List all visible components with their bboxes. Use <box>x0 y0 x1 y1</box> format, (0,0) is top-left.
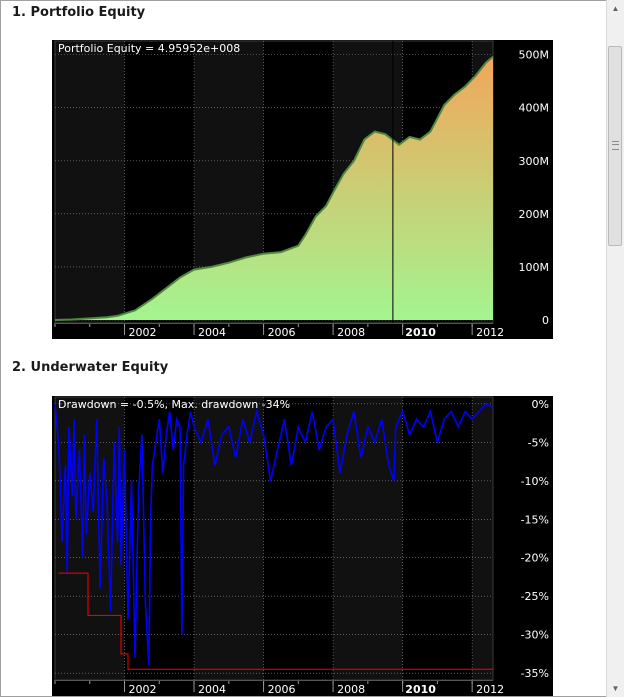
x-tick-label: 2006 <box>268 683 296 696</box>
equity-area <box>55 56 493 320</box>
y-tick-label: 100M <box>519 261 550 274</box>
drawdown-line <box>54 402 494 666</box>
y-tick-label: 0% <box>532 398 549 411</box>
max-drawdown-line <box>58 572 493 670</box>
x-tick-label: 2002 <box>129 683 157 696</box>
x-tick-label: 2012 <box>476 683 504 696</box>
plot-band <box>55 41 125 323</box>
x-tick-label: 2002 <box>129 326 157 339</box>
y-tick-label: -25% <box>521 590 549 603</box>
y-tick-label: 200M <box>519 208 550 221</box>
equity-line <box>54 55 494 321</box>
x-tick-label: 2004 <box>198 683 226 696</box>
chart-legend: Drawdown = -0.5%, Max. drawdown -34% <box>58 398 290 411</box>
y-tick-label: -10% <box>521 475 549 488</box>
x-axis-baseline <box>55 680 493 681</box>
portfolio-equity-chart: 0 100M 200M 300M 400M 500M 2002 2004 2006 2008 201… <box>52 40 553 339</box>
y-tick-label: -15% <box>521 513 549 526</box>
x-tick-label: 2010 <box>405 683 436 696</box>
x-tick-label: 2006 <box>268 326 296 339</box>
x-tick-label: 2012 <box>476 326 504 339</box>
x-tick-label: 2008 <box>337 326 365 339</box>
scrollbar-grip-icon <box>612 141 619 150</box>
x-axis-baseline <box>55 323 493 324</box>
y-tick-label: 300M <box>519 155 550 168</box>
y-tick-label: -30% <box>521 629 549 642</box>
scroll-down-arrow-icon[interactable]: ▼ <box>611 684 620 693</box>
vertical-scrollbar[interactable]: ▲ ▼ <box>606 0 624 697</box>
y-tick-label: 500M <box>519 49 550 62</box>
section-title-underwater-equity: 2. Underwater Equity <box>12 360 169 375</box>
section-title-portfolio-equity: 1. Portfolio Equity <box>12 5 146 20</box>
chart-legend: Portfolio Equity = 4.95952e+008 <box>58 42 240 55</box>
y-tick-label: 0 <box>542 314 549 327</box>
y-tick-label: -5% <box>528 436 549 449</box>
plot-band <box>333 397 403 680</box>
scrollbar-thumb[interactable] <box>608 46 622 246</box>
y-tick-label: 400M <box>519 102 550 115</box>
underwater-equity-chart: 0% -5% -10% -15% -20% -25% -30% -35% 2002 2004 200… <box>52 396 553 696</box>
scroll-up-arrow-icon[interactable]: ▲ <box>611 4 620 13</box>
plot-band <box>194 397 264 680</box>
x-tick-label: 2010 <box>405 326 436 339</box>
y-tick-label: -35% <box>521 667 549 680</box>
y-tick-label: -20% <box>521 552 549 565</box>
x-tick-label: 2008 <box>337 683 365 696</box>
plot-band <box>472 397 493 680</box>
plot-band <box>55 397 125 680</box>
x-tick-label: 2004 <box>198 326 226 339</box>
